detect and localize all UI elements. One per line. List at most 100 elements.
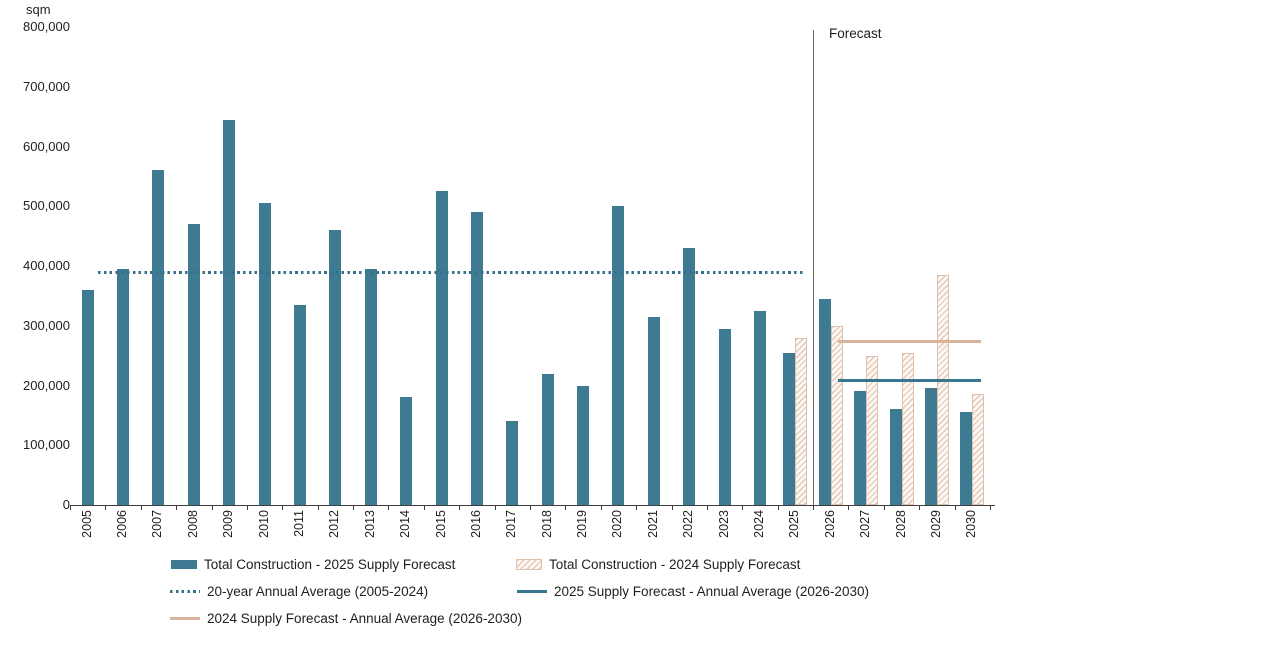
x-axis-year-label: 2030 — [964, 510, 979, 538]
bar-2025-supply-forecast — [783, 352, 796, 505]
bar-2025-supply-forecast — [152, 170, 165, 505]
x-axis-year-label: 2018 — [539, 510, 554, 538]
x-axis-tick — [423, 505, 425, 510]
x-axis-year-label: 2021 — [645, 510, 660, 538]
average-line-dotted — [97, 270, 806, 274]
bar-2024-supply-forecast — [830, 325, 843, 505]
bar-2025-supply-forecast — [435, 191, 448, 505]
x-axis-tick — [353, 505, 355, 510]
x-axis-tick — [671, 505, 673, 510]
y-axis-tick-label: 400,000 — [23, 258, 70, 273]
x-axis-tick — [706, 505, 708, 510]
legend-swatch-solid-bar-icon — [171, 559, 197, 569]
forecast-annotation: Forecast — [829, 26, 882, 41]
x-axis-year-label: 2013 — [362, 510, 377, 538]
x-axis-year-label: 2005 — [79, 510, 94, 538]
x-axis-year-label: 2010 — [256, 510, 271, 538]
x-axis-year-label: 2008 — [185, 510, 200, 538]
bar-2024-supply-forecast — [866, 355, 879, 505]
bar-2025-supply-forecast — [400, 397, 413, 505]
x-axis-year-label: 2019 — [575, 510, 590, 538]
bar-2024-supply-forecast — [936, 274, 949, 505]
x-axis-year-label: 2022 — [681, 510, 696, 538]
bar-2025-supply-forecast — [506, 421, 519, 505]
y-axis-unit-label: sqm — [26, 2, 51, 17]
bar-2025-supply-forecast — [470, 212, 483, 505]
x-axis-tick — [317, 505, 319, 510]
bar-2025-supply-forecast — [364, 268, 377, 505]
x-axis-year-label: 2028 — [893, 510, 908, 538]
y-axis-tick-label: 0 — [62, 497, 70, 512]
bar-2025-supply-forecast — [612, 206, 625, 505]
bar-2024-supply-forecast — [972, 394, 985, 505]
x-axis-tick — [883, 505, 885, 510]
x-axis-tick — [742, 505, 744, 510]
legend-item-2024-supply-bars: Total Construction - 2024 Supply Forecas… — [516, 555, 800, 573]
x-axis-year-label: 2027 — [858, 510, 873, 538]
x-axis-year-label: 2020 — [610, 510, 625, 538]
legend-label: Total Construction - 2025 Supply Forecas… — [204, 556, 456, 572]
x-axis-year-label: 2012 — [327, 510, 342, 538]
x-axis-tick — [494, 505, 496, 510]
x-axis-tick — [530, 505, 531, 510]
x-axis-tick — [388, 505, 390, 510]
average-line-tan — [837, 339, 982, 343]
x-axis-year-label: 2009 — [221, 510, 236, 538]
x-axis-line — [70, 505, 995, 506]
bar-2025-supply-forecast — [818, 298, 831, 505]
bar-2025-supply-forecast — [754, 310, 766, 505]
legend-swatch-dotted-line-icon — [170, 589, 200, 593]
legend-label: 20-year Annual Average (2005-2024) — [207, 583, 429, 599]
x-axis-year-label: 2011 — [292, 510, 306, 537]
bar-2025-supply-forecast — [81, 289, 94, 505]
bar-2025-supply-forecast — [187, 224, 200, 505]
bar-2025-supply-forecast — [854, 391, 867, 505]
legend-item-2025-supply-bars: Total Construction - 2025 Supply Forecas… — [171, 555, 455, 573]
x-axis-tick — [777, 505, 779, 510]
legend-label: Total Construction - 2024 Supply Forecas… — [549, 556, 801, 572]
x-axis-year-label: 2026 — [822, 510, 837, 538]
x-axis-year-label: 2006 — [115, 510, 130, 538]
bar-2025-supply-forecast — [960, 412, 973, 505]
x-axis-tick — [565, 505, 567, 510]
x-axis-tick — [954, 505, 956, 510]
bar-2025-supply-forecast — [117, 268, 130, 505]
bar-2025-supply-forecast — [924, 388, 937, 505]
x-axis-tick — [600, 505, 602, 510]
x-axis-tick — [176, 505, 178, 510]
x-axis-tick — [282, 505, 284, 510]
bar-2025-supply-forecast — [541, 373, 554, 505]
x-axis-year-label: 2017 — [504, 510, 519, 538]
x-axis-year-label: 2007 — [150, 510, 165, 538]
bar-2024-supply-forecast — [795, 337, 808, 505]
legend-item-2024-forecast-average: 2024 Supply Forecast - Annual Average (2… — [170, 609, 522, 627]
x-axis-tick — [636, 505, 638, 510]
x-axis-year-label: 2014 — [398, 510, 413, 538]
x-axis-year-label: 2023 — [716, 510, 731, 538]
y-axis-tick-label: 300,000 — [23, 317, 70, 333]
legend-label: 2024 Supply Forecast - Annual Average (2… — [207, 610, 522, 626]
y-axis-tick-label: 700,000 — [23, 78, 70, 94]
legend-label: 2025 Supply Forecast - Annual Average (2… — [554, 583, 869, 599]
y-axis-tick-label: 800,000 — [23, 19, 70, 34]
legend-swatch-tan-line-icon — [170, 616, 200, 620]
bar-2025-supply-forecast — [683, 248, 696, 505]
x-axis-year-label: 2024 — [752, 510, 766, 538]
x-axis-tick — [105, 505, 107, 510]
legend-swatch-teal-line-icon — [517, 589, 547, 593]
x-axis-year-label: 2029 — [928, 510, 943, 538]
forecast-divider-line — [813, 30, 815, 505]
x-axis-tick — [246, 505, 248, 510]
legend-item-2025-forecast-average: 2025 Supply Forecast - Annual Average (2… — [517, 582, 869, 600]
x-axis-tick — [211, 505, 213, 510]
bar-2025-supply-forecast — [647, 316, 660, 505]
average-line-teal — [837, 378, 982, 382]
y-axis-tick-label: 200,000 — [23, 377, 70, 393]
x-axis-tick — [848, 505, 850, 510]
x-axis-tick — [919, 505, 921, 510]
bar-2025-supply-forecast — [889, 409, 902, 505]
bar-2025-supply-forecast — [223, 119, 236, 505]
x-axis-tick — [140, 505, 142, 510]
bar-2025-supply-forecast — [718, 328, 731, 505]
x-axis-tick — [70, 505, 71, 510]
